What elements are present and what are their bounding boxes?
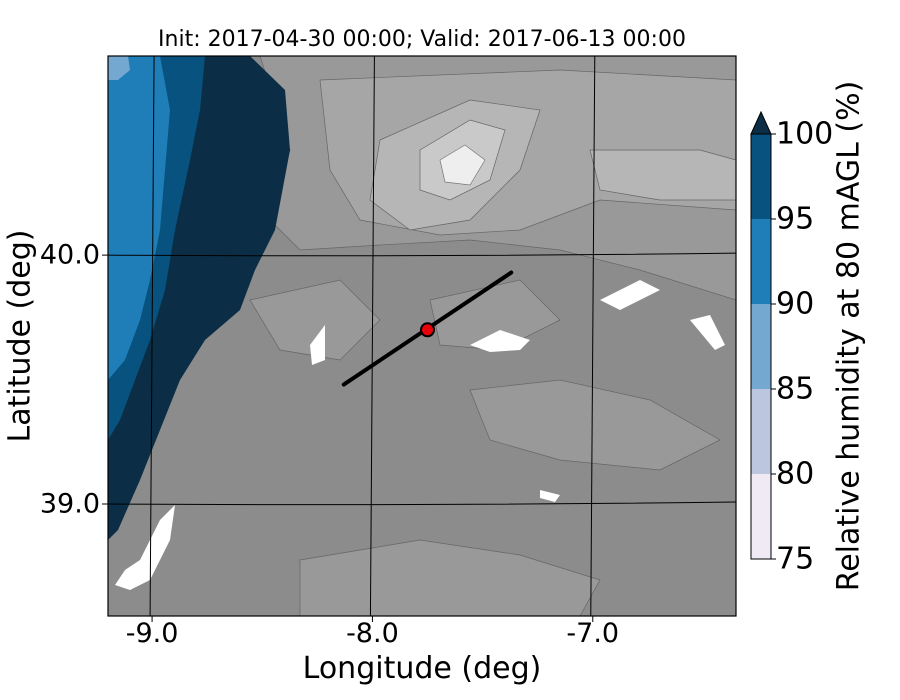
terrain-band [249, 279, 381, 361]
latitude-gridline [108, 252, 736, 257]
longitude-gridline [369, 56, 375, 616]
chart-title: Init: 2017-04-30 00:00; Valid: 2017-06-1… [158, 27, 686, 52]
colorbar-frame [750, 133, 772, 560]
longitude-gridline [590, 56, 596, 616]
low-humidity-patch [540, 490, 560, 502]
plot-frame [107, 55, 737, 617]
low-humidity-patch [600, 280, 660, 310]
colorbar-tick-label: 80 [776, 456, 815, 492]
colorbar-segment [751, 219, 771, 304]
terrain-band [469, 379, 721, 471]
terrain-band [299, 539, 601, 616]
colorbar-tick-label: 75 [776, 541, 815, 577]
location-marker [420, 322, 436, 338]
colorbar-segment [751, 474, 771, 559]
x-tick-label: -8.0 [346, 618, 399, 649]
y-axis-label: Latitude (deg) [2, 229, 38, 443]
map-plot-area [108, 56, 736, 616]
colorbar-tick-label: 85 [776, 371, 815, 407]
colorbar-tick-label: 95 [776, 201, 815, 237]
humidity-shade-85 [108, 56, 130, 80]
y-tick-label: 39.0 [39, 488, 100, 520]
low-humidity-patch [310, 325, 325, 365]
longitude-gridline [149, 56, 155, 616]
x-tick-label: -7.0 [566, 618, 620, 649]
colorbar-tick-label: 90 [776, 286, 815, 322]
x-tick-label: -9.0 [125, 618, 179, 649]
y-tick-marks [102, 254, 108, 505]
y-tick-label: 40.0 [39, 239, 100, 271]
humidity-shade-90 [108, 56, 170, 380]
x-tick-marks [151, 616, 594, 622]
terrain-band [429, 279, 561, 351]
graticule-lines [108, 56, 736, 616]
x-axis-label: Longitude (deg) [302, 651, 542, 686]
terrain-band [589, 149, 736, 201]
low-humidity-patch [115, 505, 175, 590]
colorbar-label: Relative humidity at 80 mAGL (%) [831, 80, 867, 592]
colorbar-segment [751, 389, 771, 474]
colorbar [750, 110, 776, 560]
terrain-band [439, 144, 486, 186]
low-humidity-patch [690, 315, 725, 350]
latitude-gridline [108, 501, 736, 506]
colorbar-segment [751, 134, 771, 219]
low-humidity-patch [470, 330, 530, 352]
colorbar-tick-label: 100 [776, 116, 834, 152]
colorbar-segment [751, 304, 771, 389]
colorbar-extend-arrow [750, 110, 772, 135]
